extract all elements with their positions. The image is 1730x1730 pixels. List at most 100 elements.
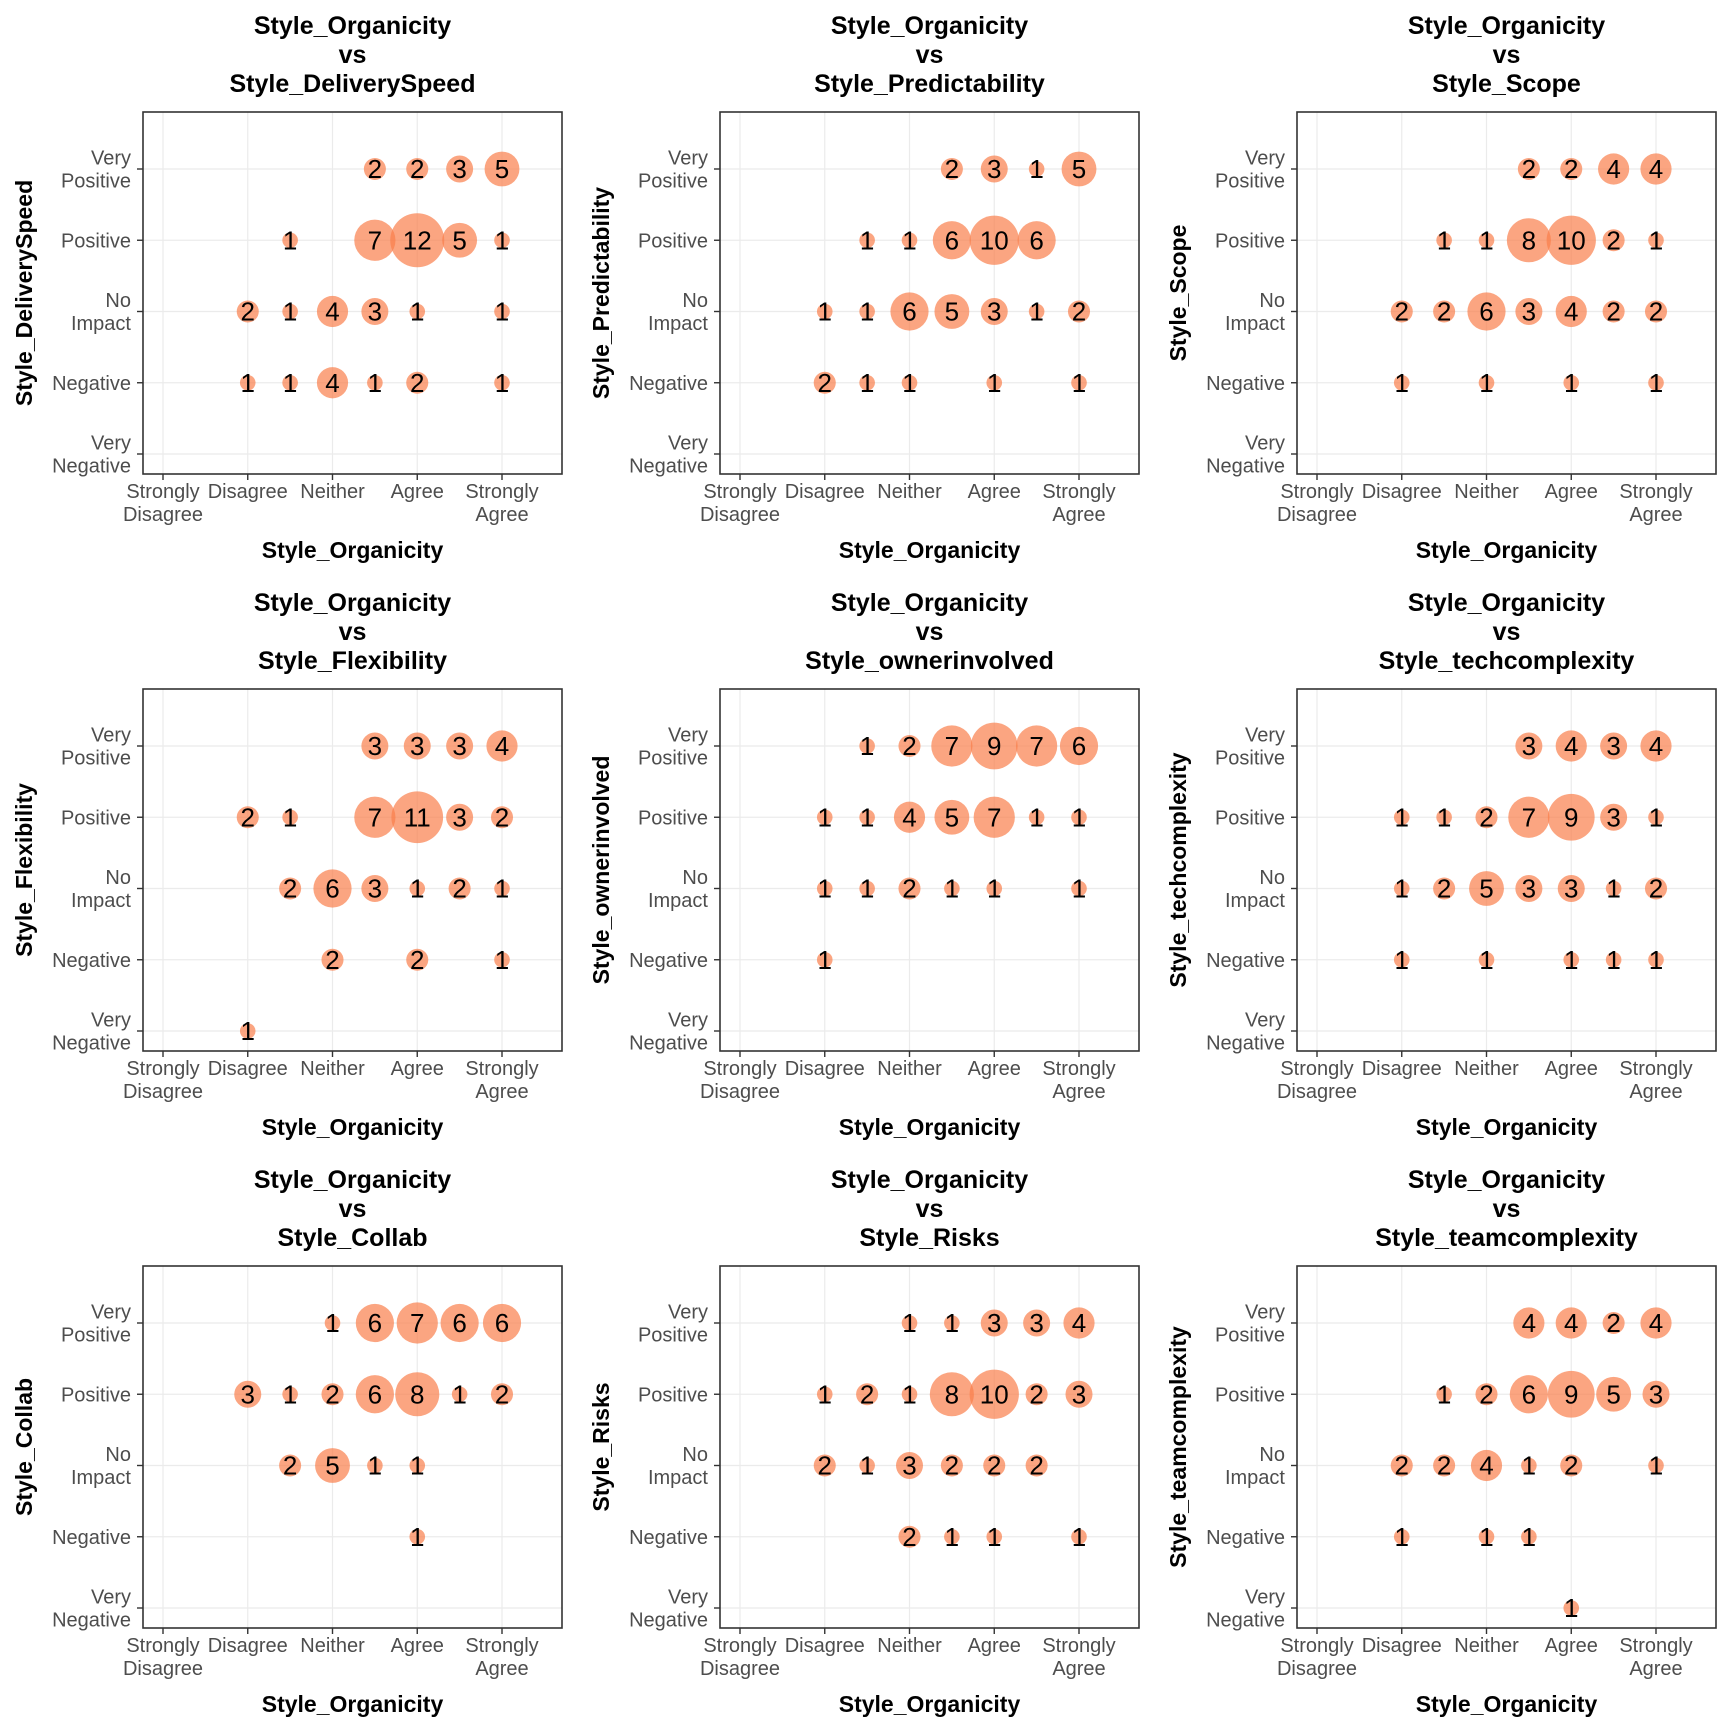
- bubble: [1028, 809, 1045, 826]
- x-tick-label: Strongly: [126, 1058, 199, 1080]
- bubble: [896, 1452, 923, 1479]
- x-axis-title: Style_Organicity: [839, 1691, 1021, 1717]
- bubble-count-label: 1: [818, 802, 832, 832]
- bubble: [986, 374, 1003, 391]
- bubble: [980, 298, 1008, 325]
- chart-title-line: Style_Predictability: [814, 70, 1045, 98]
- y-tick-label: Impact: [71, 313, 131, 335]
- y-tick-label: No: [105, 867, 131, 889]
- bubble: [980, 155, 1008, 183]
- chart-title-line: vs: [916, 41, 944, 69]
- bubble: [324, 1315, 341, 1331]
- bubble-count-label: 7: [987, 802, 1001, 832]
- bubble: [484, 151, 520, 187]
- bubble-count-label: 1: [1564, 1593, 1578, 1623]
- bubble: [1025, 1383, 1048, 1406]
- bubble: [1390, 1454, 1413, 1477]
- bubble: [934, 294, 970, 329]
- bubble-count-label: 3: [1606, 802, 1620, 832]
- bubble: [940, 1454, 963, 1477]
- x-axis-title: Style_Organicity: [839, 1114, 1021, 1140]
- x-axis-title: Style_Organicity: [1416, 1114, 1598, 1140]
- bubble: [391, 791, 444, 844]
- bubble: [816, 809, 833, 826]
- bubble: [355, 1375, 394, 1414]
- bubble: [1600, 732, 1628, 760]
- bubble-count-label: 4: [1606, 154, 1620, 184]
- bubble: [442, 222, 478, 258]
- bubble-count-label: 1: [987, 1522, 1001, 1552]
- x-axis-title: Style_Organicity: [839, 537, 1021, 563]
- x-tick-label: Agree: [1629, 504, 1682, 526]
- x-tick-label: Strongly: [1042, 481, 1115, 503]
- bubble: [1555, 295, 1587, 328]
- chart-title-line: vs: [1493, 1195, 1521, 1223]
- x-tick-label: Agree: [1052, 1658, 1105, 1680]
- bubble: [1506, 218, 1551, 263]
- bubble-count-label: 1: [818, 297, 832, 327]
- bubble-count-label: 1: [495, 297, 509, 327]
- y-tick-label: Negative: [1206, 1033, 1285, 1055]
- bubble: [1515, 875, 1543, 902]
- bubble-count-label: 4: [902, 802, 916, 832]
- bubble: [1028, 161, 1045, 177]
- bubble: [1475, 806, 1498, 829]
- y-tick-label: Negative: [1206, 950, 1285, 972]
- x-tick-label: Agree: [1545, 1058, 1598, 1080]
- bubble: [1600, 803, 1628, 831]
- bubble-count-label: 1: [860, 225, 874, 255]
- bubble-count-label: 5: [1072, 154, 1086, 184]
- x-tick-label: Agree: [391, 481, 444, 503]
- bubble: [363, 157, 386, 181]
- chart-title-line: Style_techcomplexity: [1379, 647, 1635, 675]
- bubble-count-label: 1: [1029, 802, 1043, 832]
- bubble: [901, 232, 918, 249]
- bubble: [1560, 157, 1583, 181]
- y-axis-title: Style_Collab: [11, 1378, 37, 1516]
- bubble: [361, 298, 389, 325]
- bubble-count-label: 5: [325, 1451, 339, 1481]
- bubble-count-label: 4: [1479, 1451, 1493, 1481]
- bubble-count-label: 1: [1479, 1522, 1493, 1552]
- y-tick-label: Very: [1245, 1010, 1285, 1032]
- bubble-count-label: 1: [1479, 945, 1493, 975]
- x-tick-label: Strongly: [1619, 1635, 1692, 1657]
- y-tick-label: Negative: [1206, 456, 1285, 478]
- bubble: [355, 1303, 394, 1343]
- bubble: [1017, 221, 1056, 260]
- bubble-count-label: 1: [368, 368, 382, 398]
- bubble: [1478, 1528, 1495, 1545]
- bubble: [367, 374, 383, 391]
- chart-title-line: Style_Flexibility: [258, 647, 447, 675]
- bubble: [395, 1372, 440, 1417]
- bubble-count-label: 3: [1522, 731, 1536, 761]
- x-tick-label: Agree: [1545, 1635, 1598, 1657]
- bubble: [354, 219, 396, 261]
- x-tick-label: Agree: [475, 1658, 528, 1680]
- bubble-count-label: 7: [945, 731, 959, 761]
- bubble: [983, 1454, 1006, 1477]
- bubble-count-label: 4: [495, 731, 509, 761]
- bubble-count-label: 6: [325, 874, 339, 904]
- bubble: [282, 303, 298, 320]
- bubble: [986, 880, 1003, 897]
- bubble-count-label: 3: [410, 731, 424, 761]
- x-tick-label: Agree: [968, 1635, 1021, 1657]
- bubble-count-label: 2: [1072, 297, 1086, 327]
- bubble-count-label: 3: [368, 297, 382, 327]
- bubble-count-label: 2: [410, 154, 424, 184]
- y-axis-title: Style_Predictability: [588, 187, 614, 399]
- bubble-count-label: 1: [1649, 1451, 1663, 1481]
- y-axis-title: Style_Flexibility: [11, 783, 37, 957]
- bubble-count-label: 1: [818, 945, 832, 975]
- bubble: [898, 1525, 921, 1548]
- bubble: [494, 232, 510, 249]
- bubble: [1067, 300, 1091, 323]
- x-tick-label: Strongly: [1619, 1058, 1692, 1080]
- bubble: [1644, 300, 1668, 323]
- bubble: [1393, 374, 1410, 391]
- bubble: [816, 951, 833, 968]
- bubble-count-label: 1: [283, 802, 297, 832]
